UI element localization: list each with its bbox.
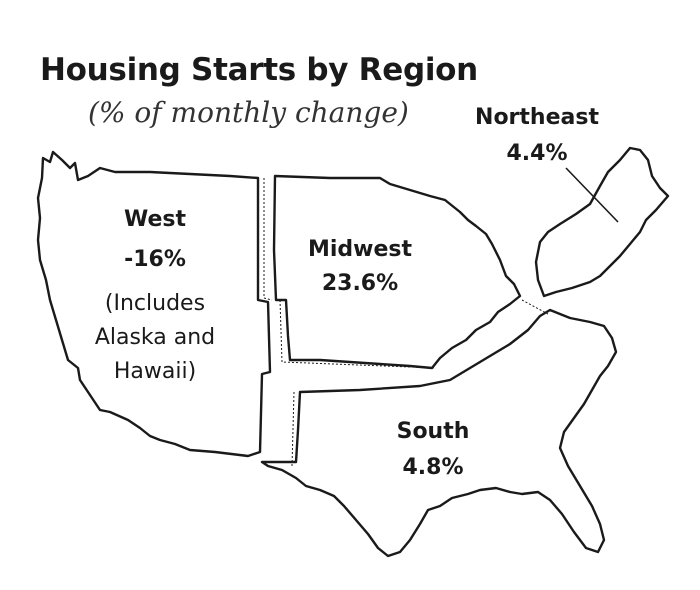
map-title: Housing Starts by Region — [40, 52, 478, 88]
map-subtitle: (% of monthly change) — [88, 96, 409, 129]
region-midwest — [272, 174, 522, 370]
midwest-value-label: 23.6% — [322, 271, 398, 296]
south-name-label: South — [397, 419, 470, 444]
northeast-name-label: Northeast — [475, 105, 599, 130]
west-note-line-3: Hawaii) — [114, 359, 196, 384]
west-note-line-1: (Includes — [105, 291, 205, 316]
west-name-label: West — [124, 207, 186, 232]
region-west — [36, 150, 272, 458]
region-boundaries — [263, 178, 549, 467]
west-note-line-2: Alaska and — [95, 325, 215, 350]
region-south — [260, 308, 618, 558]
northeast-value-label: 4.4% — [506, 141, 567, 166]
midwest-name-label: Midwest — [308, 237, 413, 262]
northeast-leader-line — [565, 167, 619, 223]
south-value-label: 4.8% — [402, 455, 463, 480]
west-value-label: -16% — [124, 247, 186, 272]
region-northeast — [534, 146, 670, 298]
